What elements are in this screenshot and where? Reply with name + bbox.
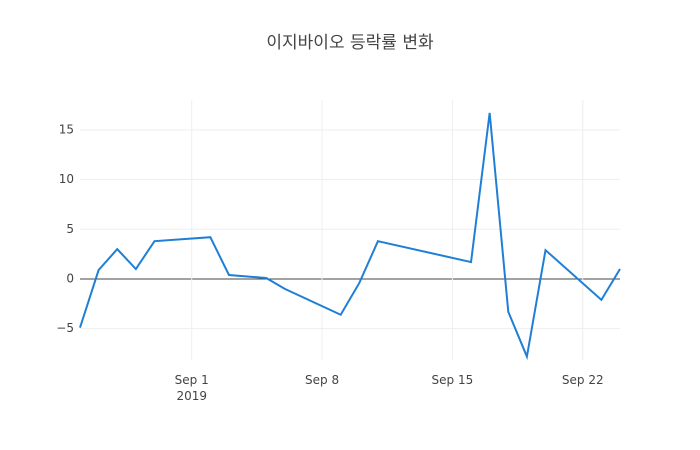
y-tick-label: −5 bbox=[56, 321, 74, 335]
y-tick-label: 5 bbox=[66, 222, 74, 236]
chart-title: 이지바이오 등락률 변화 bbox=[266, 33, 434, 53]
x-tick-label: Sep 8 bbox=[305, 373, 339, 387]
y-tick-label: 0 bbox=[66, 271, 74, 285]
x-tick-label: Sep 15 bbox=[432, 373, 474, 387]
x-tick-label: Sep 22 bbox=[562, 373, 604, 387]
y-tick-label: 10 bbox=[59, 172, 74, 186]
data-line bbox=[79, 112, 621, 361]
y-tick-label: 15 bbox=[59, 122, 74, 136]
x-tick-label: Sep 1 2019 bbox=[175, 373, 209, 403]
